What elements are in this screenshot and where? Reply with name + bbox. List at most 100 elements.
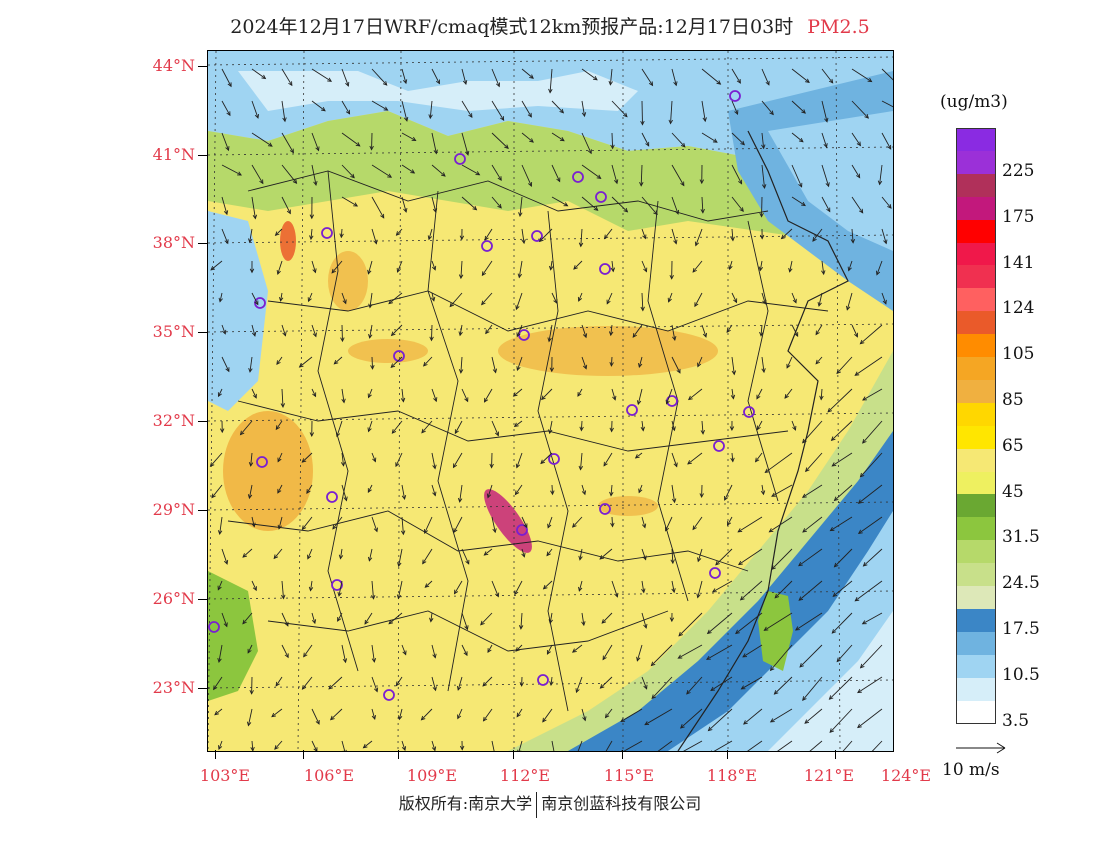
wind-vector-arrow (641, 228, 646, 239)
wind-vector-arrow (431, 260, 436, 271)
wind-vector-arrow (461, 196, 477, 211)
wind-vector-arrow (731, 132, 745, 146)
wind-vector-arrowhead (246, 721, 252, 727)
wind-vector-arrow (611, 164, 618, 184)
wind-vector-arrow (251, 740, 254, 751)
wind-vector-arrowhead (706, 655, 711, 660)
lon-label-103: 103°E (199, 766, 251, 785)
wind-vector-arrowhead (805, 78, 810, 84)
wind-vector-arrowhead (736, 78, 741, 84)
wind-vector-arrow (388, 292, 403, 304)
wind-vector-arrowhead (680, 142, 686, 148)
wind-vector-arrowhead (798, 561, 803, 567)
wind-vector-arrow (815, 356, 823, 365)
wind-vector-arrowhead (702, 117, 707, 123)
wind-vector-arrowhead (716, 80, 722, 85)
wind-vector-arrowhead (887, 204, 892, 209)
wind-vector-arrow (516, 708, 523, 717)
footer-right: 南京创蓝科技有限公司 (541, 794, 702, 813)
wind-vector-arrow (637, 388, 643, 405)
wind-vector-arrow (609, 68, 613, 85)
wind-vector-arrowhead (549, 681, 554, 687)
wind-vector-arrow (760, 324, 763, 336)
wind-vector-arrowhead (731, 370, 737, 376)
wind-vector-arrow (747, 740, 763, 751)
wind-vector-arrowhead (372, 457, 377, 463)
wind-vector-arrowhead (223, 622, 228, 628)
wind-reference-label: 10 m/s (942, 760, 1000, 780)
legend-color-bin (956, 150, 996, 175)
wind-vector-arrow (601, 612, 613, 624)
wind-vector-arrow (842, 740, 853, 751)
legend-unit: (ug/m3) (940, 92, 1008, 112)
wind-vector-arrowhead (577, 392, 582, 397)
wind-vector-arrow (671, 452, 678, 467)
wind-vector-arrow (424, 580, 433, 588)
legend-color-bin (956, 700, 996, 724)
wind-vector-arrow (549, 612, 553, 624)
wind-vector-arrowhead (395, 231, 401, 236)
wind-vector-arrow (741, 676, 763, 690)
legend-value-label: 65 (1002, 435, 1024, 456)
wind-vector-arrow (221, 100, 231, 116)
wind-vector-arrow (491, 132, 509, 149)
wind-vector-arrow (860, 452, 883, 478)
wind-vector-arrowhead (882, 299, 887, 305)
lat-tick (198, 599, 207, 600)
wind-vector-arrowhead (433, 149, 438, 155)
wind-vector-arrowhead (582, 716, 587, 722)
wind-vector-arrow (641, 516, 646, 528)
wind-vector-arrowhead (492, 368, 498, 374)
wind-vector-arrow (860, 324, 883, 345)
wind-vector-arrow (211, 484, 223, 498)
wind-vector-arrow (371, 196, 385, 219)
wind-vector-arrow (854, 580, 883, 602)
wind-vector-arrow (802, 420, 823, 444)
wind-vector-arrowhead (610, 267, 616, 273)
wind-vector-arrowhead (862, 438, 867, 444)
wind-vector-arrow (521, 164, 532, 187)
wind-vector-arrowhead (225, 146, 230, 152)
wind-vector-arrow (727, 516, 733, 526)
wind-vector-arrow (431, 164, 446, 177)
wind-vector-arrow (401, 164, 415, 174)
legend-color-bin (956, 288, 996, 312)
wind-vector-arrowhead (309, 235, 314, 241)
wind-vector-arrow (341, 740, 346, 751)
legend-value-label: 105 (1002, 344, 1035, 365)
wind-vector-arrowhead (410, 169, 416, 174)
lat-label-35: 35°N (152, 322, 195, 341)
wind-vector-arrow (812, 228, 823, 242)
wind-vector-arrow (726, 324, 733, 333)
wind-vector-arrowhead (798, 137, 804, 143)
wind-vector-arrowhead (762, 299, 767, 305)
wind-vector-arrowhead (572, 523, 577, 528)
wind-vector-arrowhead (276, 360, 281, 366)
wind-vector-arrowhead (312, 392, 317, 398)
wind-vector-arrowhead (773, 690, 779, 695)
legend-color-bin (956, 517, 996, 541)
wind-vector-arrowhead (768, 528, 774, 533)
jiangxi-high-region (598, 496, 658, 516)
wind-vector-arrow (491, 196, 502, 209)
wind-vector-arrow (341, 100, 350, 115)
wind-vector-arrowhead (645, 141, 650, 147)
wind-vector-arrowhead (769, 718, 775, 723)
wind-vector-arrowhead (667, 297, 672, 303)
wind-vector-arrow (821, 132, 828, 148)
lat-tick (198, 421, 207, 422)
wind-vector-arrowhead (420, 715, 426, 721)
wind-vector-arrowhead (665, 399, 670, 405)
wind-vector-arrow (310, 228, 313, 240)
wind-vector-arrow (862, 388, 883, 401)
wind-vector-arrow (513, 388, 523, 397)
wind-vector-arrow (580, 228, 583, 247)
wind-vector-arrowhead (573, 265, 578, 270)
wind-vector-arrow (431, 676, 437, 691)
wind-vector-arrowhead (735, 629, 740, 635)
wind-vector-arrowhead (771, 565, 776, 570)
wind-vector-arrowhead (857, 529, 863, 534)
legend-color-bin (956, 631, 996, 656)
legend-color-bin (956, 448, 996, 472)
wind-vector-arrowhead (756, 425, 761, 431)
